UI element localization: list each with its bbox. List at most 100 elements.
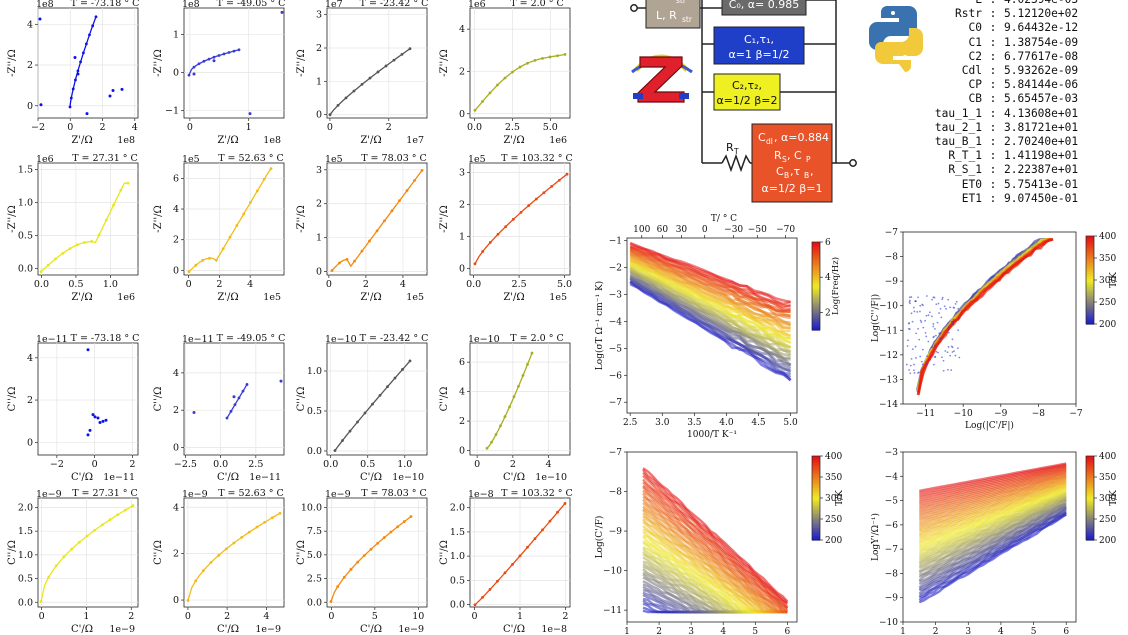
data-point <box>933 344 936 347</box>
data-point <box>481 100 484 103</box>
top-tick-label: −30 <box>724 225 743 235</box>
x-axis-label: C'/Ω <box>217 472 239 483</box>
param-name: R_T_1 <box>948 149 982 163</box>
y-axis-label: Log(C'/F) <box>594 516 605 559</box>
python-blue <box>869 6 917 50</box>
colorbar-segment <box>812 272 820 276</box>
data-point <box>69 96 73 100</box>
colorbar-segment <box>812 464 820 468</box>
colorbar-segment <box>1086 242 1094 246</box>
data-point <box>362 554 366 557</box>
data-point <box>341 439 344 442</box>
data-point <box>917 296 919 299</box>
x-tick-label: 0.0 <box>34 279 49 290</box>
colorbar-segment <box>1086 319 1094 323</box>
colorbar-segment <box>1086 489 1094 493</box>
param-name: Rstr <box>955 7 982 21</box>
data-point <box>378 393 382 397</box>
colorbar-segment <box>812 264 820 267</box>
colorbar-segment <box>812 250 820 254</box>
colorbar-segment <box>812 477 820 480</box>
data-point <box>214 258 218 262</box>
data-point <box>77 540 81 544</box>
data-point <box>504 225 508 228</box>
data-point <box>934 328 936 330</box>
label-rt-sub: T <box>733 147 739 156</box>
data-point <box>88 33 91 37</box>
y-tick-label: 0.5 <box>18 574 33 585</box>
y-tick-label: 0 <box>173 67 179 78</box>
data-point <box>71 87 75 91</box>
x-tick-label: 4 <box>400 279 406 290</box>
data-point <box>944 350 947 352</box>
data-point <box>186 599 190 602</box>
colorbar-segment <box>812 270 820 274</box>
python-yellow <box>875 28 923 72</box>
param-value: 9.07450e-01 <box>1004 191 1079 205</box>
chart-log_c2_vs_log_c1: −11 −10 −9 −8 −7 −7 −8 −9 −10 −11 −12 −13 −14 Log(C''… <box>870 228 1083 431</box>
x-exponent: 1e−8 <box>541 624 567 635</box>
colorbar-segment <box>812 468 820 472</box>
data-point <box>921 348 924 351</box>
data-point <box>907 339 909 342</box>
colorbar-tick-label: 250 <box>825 515 842 525</box>
colorbar-segment <box>812 255 820 258</box>
top-axis-label: T/ ° C <box>711 214 737 224</box>
top-tick-label: 100 <box>633 225 650 235</box>
colorbar-segment <box>812 498 820 501</box>
y-axis-label: C''/Ω <box>153 387 164 412</box>
data-point <box>262 177 266 181</box>
data-point <box>74 78 77 82</box>
data-point <box>194 579 198 583</box>
y-axis-label: C''/Ω <box>153 540 164 565</box>
colorbar-segment <box>812 533 820 537</box>
param-row-l: L:4.02394e-03 <box>918 0 1078 7</box>
data-point <box>108 518 112 522</box>
equivalent-circuit: L, R str str C₀, α= 0.985 C₁,τ₁, α=1 β=1/2 C₂,… <box>630 0 857 203</box>
colorbar-segment <box>812 474 820 478</box>
data-point <box>70 547 74 551</box>
data-point <box>939 331 942 334</box>
colorbar-segment <box>1086 313 1094 316</box>
data-point <box>488 241 492 244</box>
data-point <box>39 600 43 603</box>
colorbar-segment <box>1086 308 1094 312</box>
y-tick-label: 0.0 <box>307 446 322 457</box>
x-tick-label: 0 <box>186 279 192 290</box>
colorbar-segment <box>812 472 820 476</box>
colorbar-segment <box>812 489 820 493</box>
data-point <box>409 515 413 518</box>
data-point <box>519 210 523 214</box>
colorbar-segment <box>812 493 820 497</box>
colorbar-segment <box>1086 317 1094 321</box>
colorbar-segment <box>812 479 820 482</box>
y-tick-label: −5 <box>885 497 899 507</box>
data-point <box>541 57 544 60</box>
data-point <box>942 369 945 372</box>
label-c1-line1: C₁,τ₁, <box>744 33 774 46</box>
y-axis-label: -Z''/Ω <box>296 49 307 77</box>
y-tick-label: 1 <box>316 76 322 87</box>
data-point <box>563 53 567 56</box>
y-tick-label: 3 <box>459 168 465 179</box>
colorbar-segment <box>1086 260 1094 263</box>
y-tick-label: 0 <box>459 109 465 120</box>
data-point <box>945 307 947 310</box>
data-point <box>556 510 559 514</box>
data-point <box>401 368 404 371</box>
data-point <box>481 595 484 599</box>
colorbar-segment <box>812 294 820 298</box>
param-row-r-s-1: R_S_1:2.22387e+01 <box>918 163 1078 177</box>
param-name: C1 <box>968 35 982 49</box>
data-point <box>526 362 529 366</box>
y-exponent: 1e5 <box>325 154 343 165</box>
data-point <box>931 298 934 301</box>
colorbar-temperature-3: 200 250 300 350 400 <box>1085 452 1116 546</box>
data-point <box>914 357 917 359</box>
data-point <box>921 363 924 366</box>
data-point <box>941 298 944 301</box>
data-point <box>932 325 935 328</box>
colorbar-segment <box>812 458 820 461</box>
data-point <box>194 263 198 267</box>
data-point <box>368 239 371 243</box>
